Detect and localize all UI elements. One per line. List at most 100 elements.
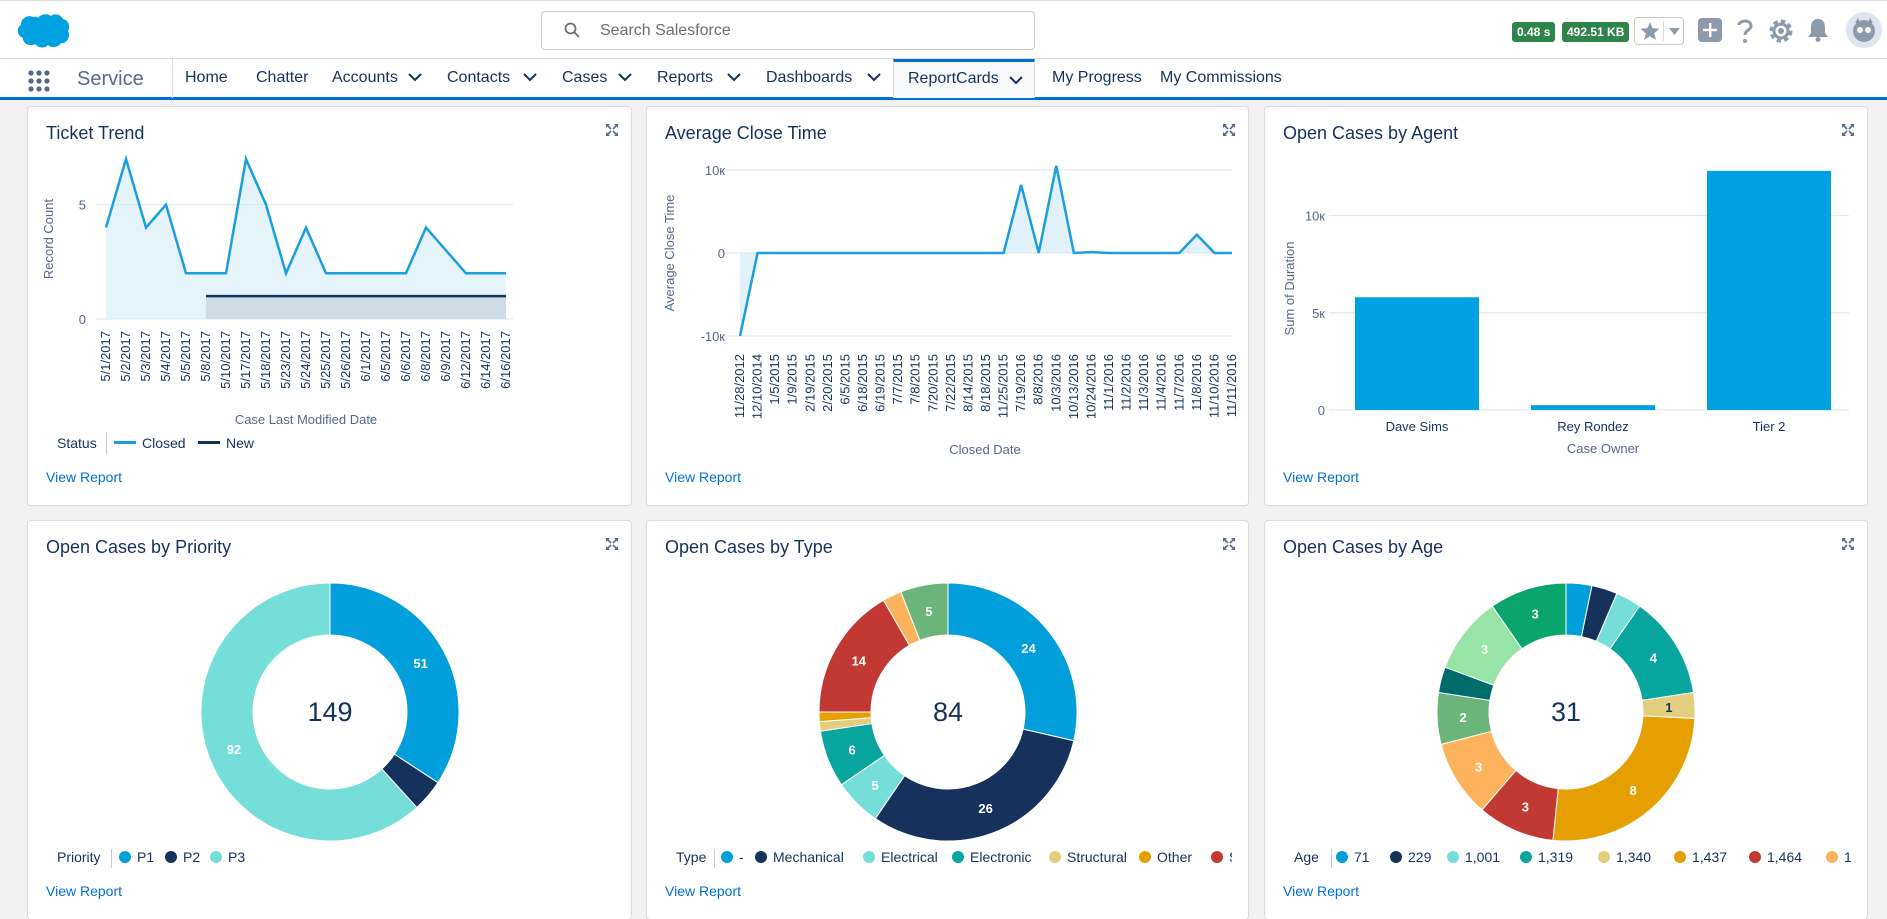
slice-data-label: 3 <box>1522 800 1529 815</box>
user-avatar[interactable] <box>1846 12 1882 48</box>
donut-slice-1-437[interactable] <box>1552 715 1696 842</box>
chevron-down-icon[interactable] <box>727 73 741 82</box>
legend-swatch <box>1049 851 1061 863</box>
legend-item-electrical[interactable]: Electrical <box>863 849 938 865</box>
app-launcher-icon[interactable] <box>28 70 50 92</box>
legend-swatch <box>1336 851 1348 863</box>
nav-tab-my-commissions[interactable]: My Commissions <box>1147 59 1285 98</box>
legend-item-electronic[interactable]: Electronic <box>952 849 1031 865</box>
nav-tab-dashboards[interactable]: Dashboards <box>753 59 893 98</box>
legend-item-structural[interactable]: Structural <box>1049 849 1127 865</box>
legend-item-new[interactable]: New <box>198 435 254 451</box>
legend-item-1-340[interactable]: 1,340 <box>1598 849 1651 865</box>
legend-item-other[interactable]: Other <box>1139 849 1192 865</box>
expand-icon[interactable] <box>1841 537 1855 551</box>
legend-swatch <box>1598 851 1610 863</box>
donut-slice-p3[interactable] <box>200 582 418 842</box>
bar-tier-2[interactable] <box>1707 170 1831 410</box>
notifications-bell-icon[interactable] <box>1807 18 1829 42</box>
legend-divider <box>111 849 112 868</box>
view-report-link[interactable]: View Report <box>46 469 123 485</box>
expand-icon[interactable] <box>1222 537 1236 551</box>
legend-swatch <box>1447 851 1459 863</box>
chevron-down-icon[interactable] <box>618 73 632 82</box>
legend-item-1-319[interactable]: 1,319 <box>1520 849 1573 865</box>
nav-divider <box>172 59 173 98</box>
card-title: Ticket Trend <box>46 123 145 143</box>
legend-item-71[interactable]: 71 <box>1336 849 1370 865</box>
legend-swatch <box>1390 851 1402 863</box>
legend-swatch <box>863 851 875 863</box>
view-report-link[interactable]: View Report <box>665 469 742 485</box>
bar-dave-sims[interactable] <box>1355 297 1479 410</box>
nav-tab-reportcards[interactable]: ReportCards <box>893 59 1035 98</box>
legend-item-229[interactable]: 229 <box>1390 849 1431 865</box>
x-tick-label: 11/28/2012 <box>732 354 747 418</box>
x-tick-label: 2/19/2015 <box>802 354 817 412</box>
legend-label: P1 <box>137 849 155 865</box>
salesforce-logo[interactable] <box>16 13 70 49</box>
legend-item-p1[interactable]: P1 <box>119 849 154 865</box>
x-tick-label: 11/25/2015 <box>996 354 1011 418</box>
chevron-down-icon[interactable] <box>1009 76 1023 85</box>
view-report-link[interactable]: View Report <box>46 883 123 899</box>
donut-slice-unlabeled-11[interactable] <box>1491 582 1567 650</box>
nav-tab-chatter[interactable]: Chatter <box>243 59 319 98</box>
chevron-down-icon[interactable] <box>523 73 537 82</box>
legend-item-mechanical[interactable]: Mechanical <box>755 849 844 865</box>
x-tick-label: 6/18/2015 <box>855 354 870 412</box>
nav-tab-home[interactable]: Home <box>172 59 243 98</box>
nav-tab-contacts[interactable]: Contacts <box>434 59 549 98</box>
legend-item-p3[interactable]: P3 <box>210 849 245 865</box>
x-tick-label: 11/3/2016 <box>1136 354 1151 411</box>
view-report-link[interactable]: View Report <box>1283 883 1360 899</box>
global-create-icon[interactable] <box>1698 18 1722 42</box>
chevron-down-icon[interactable] <box>867 73 881 82</box>
donut-slice-blank[interactable] <box>947 582 1078 742</box>
card-average-close-time: Average Close Time 10к 0 -10к Average Close… <box>646 106 1249 506</box>
global-search[interactable] <box>541 11 1035 50</box>
average-close-time-chart: 10к 0 -10к Average Close Time 11/28/2012 12/1… <box>662 163 1239 457</box>
expand-icon[interactable] <box>1222 123 1236 137</box>
nav-tab-label: Reports <box>657 69 714 86</box>
view-report-link[interactable]: View Report <box>665 883 742 899</box>
donut-slice-unlabeled-8[interactable] <box>900 582 949 641</box>
legend-item-closed[interactable]: Closed <box>114 435 186 451</box>
close-time-area <box>740 165 1232 336</box>
legend-item-1-437[interactable]: 1,437 <box>1674 849 1727 865</box>
card-title: Open Cases by Age <box>1283 537 1444 557</box>
y-tick-label: 0 <box>79 312 86 327</box>
legend-item-1-001[interactable]: 1,001 <box>1447 849 1500 865</box>
setup-gear-icon[interactable] <box>1768 18 1794 44</box>
expand-icon[interactable] <box>1841 123 1855 137</box>
nav-tab-accounts[interactable]: Accounts <box>319 59 434 98</box>
bar-rey-rondez[interactable] <box>1531 405 1655 410</box>
y-tick-label: 10к <box>705 163 725 178</box>
slice-data-label: 2 <box>1460 710 1467 725</box>
nav-tab-my-progress[interactable]: My Progress <box>1039 59 1147 98</box>
card-open-cases-by-type: Open Cases by Type 24 26 5 6 14 5 84 Type - Mech… <box>646 520 1249 919</box>
search-input[interactable] <box>600 20 1020 42</box>
legend-label: 1,609 <box>1844 849 1853 865</box>
favorites-button[interactable] <box>1634 17 1684 45</box>
nav-tab-label: My Commissions <box>1160 69 1282 86</box>
x-tick-label: 5/25/2017 <box>318 331 333 389</box>
expand-icon[interactable] <box>605 537 619 551</box>
view-report-link[interactable]: View Report <box>1283 469 1360 485</box>
nav-tab-reports[interactable]: Reports <box>644 59 753 98</box>
legend-item-st[interactable]: St <box>1211 849 1232 865</box>
nav-tab-cases[interactable]: Cases <box>549 59 644 98</box>
legend-item-1-464[interactable]: 1,464 <box>1749 849 1802 865</box>
chevron-down-icon[interactable] <box>408 73 422 82</box>
x-tick-label: 5/17/2017 <box>238 331 253 389</box>
expand-icon[interactable] <box>605 123 619 137</box>
legend-item-1-609[interactable]: 1,609 <box>1826 849 1853 865</box>
x-tick-label: 1/5/2015 <box>767 354 782 405</box>
help-icon[interactable] <box>1736 18 1754 44</box>
legend-divider <box>714 849 715 868</box>
legend-label: 1,340 <box>1616 849 1652 865</box>
donut-slice-p1[interactable] <box>329 582 460 784</box>
donut-slice-mechanical[interactable] <box>874 728 1075 842</box>
legend-item-blank[interactable]: - <box>721 849 744 865</box>
legend-item-p2[interactable]: P2 <box>165 849 200 865</box>
